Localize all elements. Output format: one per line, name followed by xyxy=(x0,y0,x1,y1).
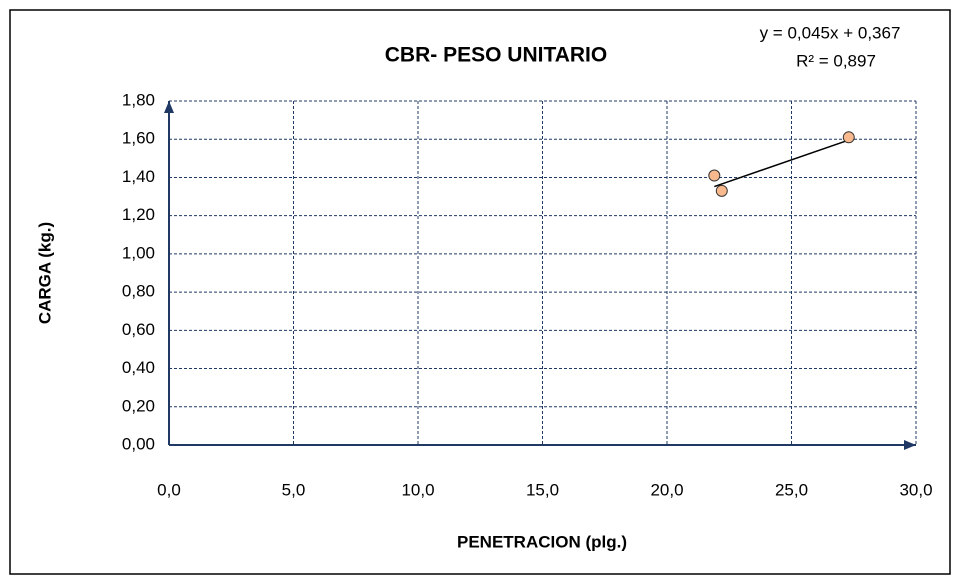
y-tick-label: 0,40 xyxy=(122,358,155,377)
trend-line xyxy=(714,139,850,188)
y-tick-label: 1,00 xyxy=(122,243,155,262)
point xyxy=(715,184,728,197)
y-tick-label: 0,00 xyxy=(122,434,155,453)
trend-r2: R² = 0,897 xyxy=(796,51,876,70)
y-tick-label: 1,40 xyxy=(122,167,155,186)
x-tick-label: 5,0 xyxy=(282,480,306,499)
chart-title: CBR- PESO UNITARIO xyxy=(385,44,607,67)
y-tick-label: 1,80 xyxy=(122,90,155,109)
x-tick-label: 15,0 xyxy=(526,480,559,499)
x-tick-label: 30,0 xyxy=(899,480,932,499)
y-tick-label: 0,20 xyxy=(122,396,155,415)
y-tick-label: 0,60 xyxy=(122,320,155,339)
x-tick-label: 25,0 xyxy=(775,480,808,499)
y-axis-label: CARGA (kg.) xyxy=(35,222,54,324)
trend-equation: y = 0,045x + 0,367 xyxy=(760,23,901,42)
y-axis-arrow xyxy=(164,101,174,113)
x-axis-arrow xyxy=(904,440,916,450)
point xyxy=(708,169,721,182)
x-tick-label: 20,0 xyxy=(650,480,683,499)
x-tick-label: 10,0 xyxy=(401,480,434,499)
point xyxy=(842,131,855,144)
y-tick-label: 1,60 xyxy=(122,129,155,148)
y-tick-label: 1,20 xyxy=(122,205,155,224)
y-tick-label: 0,80 xyxy=(122,282,155,301)
x-tick-label: 0,0 xyxy=(157,480,181,499)
x-axis-label: PENETRACION (plg.) xyxy=(457,532,627,551)
